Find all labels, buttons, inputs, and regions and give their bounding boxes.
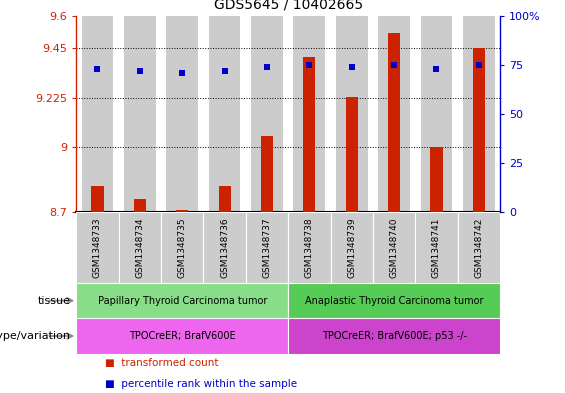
Point	[347, 64, 356, 70]
Point	[136, 68, 145, 74]
Text: Anaplastic Thyroid Carcinoma tumor: Anaplastic Thyroid Carcinoma tumor	[305, 296, 483, 306]
Text: ■  percentile rank within the sample: ■ percentile rank within the sample	[105, 379, 297, 389]
Bar	[219, 186, 231, 212]
Bar	[203, 212, 246, 283]
Bar	[161, 212, 203, 283]
Bar	[458, 212, 500, 283]
Bar	[346, 97, 358, 212]
Bar	[420, 16, 453, 212]
Text: GSM1348742: GSM1348742	[475, 217, 483, 277]
Bar	[373, 212, 415, 283]
Bar	[81, 16, 114, 212]
Text: GSM1348741: GSM1348741	[432, 217, 441, 278]
Text: tissue: tissue	[38, 296, 71, 306]
Point	[389, 62, 398, 68]
Bar	[134, 199, 146, 212]
Text: GSM1348737: GSM1348737	[263, 217, 271, 278]
Bar	[76, 283, 288, 318]
Point	[432, 66, 441, 72]
Bar	[288, 318, 500, 354]
Text: GSM1348734: GSM1348734	[136, 217, 144, 278]
Bar	[431, 147, 442, 212]
Bar	[208, 16, 241, 212]
Text: GSM1348733: GSM1348733	[93, 217, 102, 278]
Bar	[166, 16, 198, 212]
Point	[262, 64, 271, 70]
Bar	[261, 136, 273, 212]
Bar	[92, 186, 103, 212]
Bar	[463, 16, 495, 212]
Bar	[76, 212, 119, 283]
Text: GSM1348736: GSM1348736	[220, 217, 229, 278]
Point	[177, 70, 186, 76]
Point	[220, 68, 229, 74]
Point	[474, 62, 483, 68]
Bar	[473, 48, 485, 212]
Bar	[331, 212, 373, 283]
Bar	[251, 16, 283, 212]
Title: GDS5645 / 10402665: GDS5645 / 10402665	[214, 0, 363, 12]
Text: TPOCreER; BrafV600E; p53 -/-: TPOCreER; BrafV600E; p53 -/-	[321, 331, 467, 341]
Text: genotype/variation: genotype/variation	[0, 331, 71, 341]
Text: GSM1348740: GSM1348740	[390, 217, 398, 278]
Bar	[415, 212, 458, 283]
Bar	[388, 33, 400, 212]
Text: TPOCreER; BrafV600E: TPOCreER; BrafV600E	[129, 331, 236, 341]
Bar	[76, 318, 288, 354]
Bar	[124, 16, 156, 212]
Bar	[119, 212, 161, 283]
Bar	[288, 212, 331, 283]
Text: GSM1348739: GSM1348739	[347, 217, 356, 278]
Point	[305, 62, 314, 68]
Text: Papillary Thyroid Carcinoma tumor: Papillary Thyroid Carcinoma tumor	[98, 296, 267, 306]
Bar	[303, 57, 315, 212]
Bar	[176, 210, 188, 212]
Bar	[378, 16, 410, 212]
Point	[93, 66, 102, 72]
Text: GSM1348738: GSM1348738	[305, 217, 314, 278]
Text: GSM1348735: GSM1348735	[178, 217, 186, 278]
Text: ■  transformed count: ■ transformed count	[105, 358, 218, 367]
Bar	[246, 212, 288, 283]
Bar	[336, 16, 368, 212]
Bar	[293, 16, 325, 212]
Bar	[288, 283, 500, 318]
